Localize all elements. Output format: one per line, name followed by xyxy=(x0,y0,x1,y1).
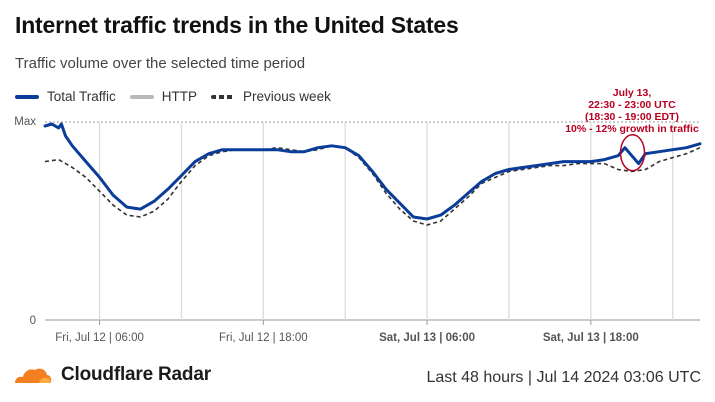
legend-swatch-previous-week xyxy=(211,94,236,99)
legend-item-http[interactable]: HTTP xyxy=(129,89,198,104)
legend-label-previous-week: Previous week xyxy=(243,89,331,104)
legend-label-total-traffic: Total Traffic xyxy=(47,89,116,104)
annotation-line-2: 22:30 - 23:00 UTC xyxy=(588,99,676,111)
cloudflare-cloud-icon xyxy=(15,368,52,383)
cloudflare-radar-logo[interactable]: Cloudflare Radar xyxy=(13,364,211,386)
chart-annotation: July 13, 22:30 - 23:00 UTC (18:30 - 19:0… xyxy=(565,87,699,172)
x-tick-label: Fri, Jul 12 | 18:00 xyxy=(219,332,308,344)
annotation-line-1: July 13, xyxy=(613,87,652,99)
brand-name: Cloudflare Radar xyxy=(61,364,211,385)
y-tick-label: 0 xyxy=(30,315,36,327)
chart-axes: 0 Max Fri, Jul 12 | 06:00 Fri, Jul 12 | 18:… xyxy=(14,116,639,344)
y-tick-label: Max xyxy=(14,116,36,128)
annotation-line-3: (18:30 - 19:00 EDT) xyxy=(585,111,679,123)
chart-legend: Total Traffic HTTP Previous week xyxy=(15,89,331,104)
legend-item-previous-week[interactable]: Previous week xyxy=(211,89,331,104)
legend-item-total-traffic[interactable]: Total Traffic xyxy=(15,89,116,104)
highlight-ellipse xyxy=(619,133,646,172)
legend-swatch-http xyxy=(129,94,154,99)
chart-grid xyxy=(45,121,700,321)
chart-series xyxy=(43,122,702,226)
legend-swatch-total-traffic xyxy=(15,94,39,99)
page-title: Internet traffic trends in the United St… xyxy=(15,12,459,38)
x-tick-label: Fri, Jul 12 | 06:00 xyxy=(55,332,144,344)
legend-label-http: HTTP xyxy=(161,89,198,104)
time-range-label: Last 48 hours | Jul 14 2024 03:06 UTC xyxy=(426,369,701,386)
series-line-total-traffic xyxy=(43,122,702,221)
page-subtitle: Traffic volume over the selected time pe… xyxy=(15,55,306,72)
series-line-previous-week xyxy=(44,145,701,226)
annotation-line-4: 10% - 12% growth in traffic xyxy=(565,123,699,135)
x-tick-label: Sat, Jul 13 | 06:00 xyxy=(379,332,475,344)
x-tick-label: Sat, Jul 13 | 18:00 xyxy=(543,332,639,344)
